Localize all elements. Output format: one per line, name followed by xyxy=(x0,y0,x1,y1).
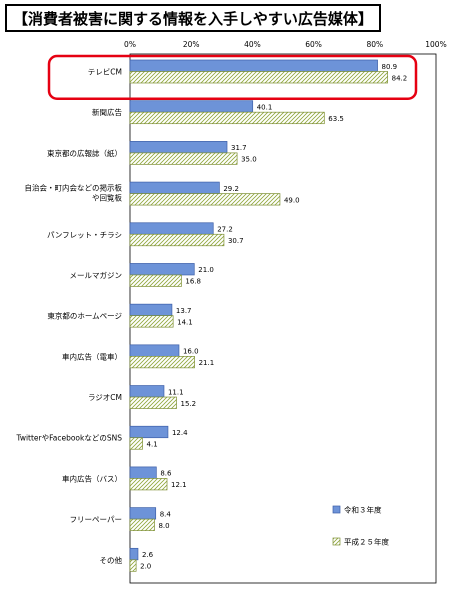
category-label: 東京都の広報誌（紙） xyxy=(47,148,122,158)
data-label: 14.1 xyxy=(177,318,193,326)
bar-series2 xyxy=(129,111,325,125)
bar-series2 xyxy=(129,355,195,369)
data-label: 12.1 xyxy=(171,481,187,489)
data-label: 31.7 xyxy=(231,144,247,152)
data-label: 30.7 xyxy=(228,237,244,245)
bar-series1 xyxy=(129,222,214,235)
plot-frame xyxy=(129,53,437,584)
category-label: メールマガジン xyxy=(70,270,123,280)
legend-label: 平成２５年度 xyxy=(344,537,389,547)
x-tick-label: 80% xyxy=(366,40,383,49)
data-label: 84.2 xyxy=(392,74,408,82)
legend-swatch xyxy=(332,505,341,514)
data-label: 11.1 xyxy=(168,388,184,396)
category-label: ラジオCM xyxy=(88,393,122,402)
bar-series1 xyxy=(129,303,173,317)
category-label: TwitterやFacebookなどのSNS xyxy=(15,434,122,443)
data-label: 16.8 xyxy=(185,278,201,286)
data-label: 16.0 xyxy=(183,348,199,356)
data-label: 49.0 xyxy=(284,196,300,204)
data-label: 21.1 xyxy=(199,359,215,367)
bar-series1 xyxy=(129,59,378,72)
x-tick-label: 0% xyxy=(124,40,136,49)
chart-title: 【消費者被害に関する情報を入手しやすい広告媒体】 xyxy=(5,4,381,32)
data-label: 8.4 xyxy=(160,510,172,518)
data-label: 29.2 xyxy=(223,185,239,193)
bar-series1 xyxy=(129,425,169,439)
data-label: 80.9 xyxy=(382,63,398,71)
data-label: 4.1 xyxy=(147,440,158,448)
bar-series2 xyxy=(129,315,174,328)
data-label: 63.5 xyxy=(328,115,344,123)
data-label: 27.2 xyxy=(217,226,233,234)
category-label: 東京都のホームページ xyxy=(47,311,122,321)
data-label: 15.2 xyxy=(181,400,197,408)
category-label: 自治会・町内会などの掲示板や回覧板 xyxy=(25,183,123,203)
x-tick-label: 100% xyxy=(425,40,446,49)
bar-series2 xyxy=(129,478,168,491)
bar-series1 xyxy=(129,263,195,276)
bar-series1 xyxy=(129,547,139,561)
bar-series2 xyxy=(129,518,155,531)
bar-series1 xyxy=(129,507,157,520)
bar-series1 xyxy=(129,141,228,154)
bar-series2 xyxy=(129,71,389,84)
bar-series2 xyxy=(129,193,281,206)
x-tick-label: 40% xyxy=(244,40,261,49)
legend-label: 令和３年度 xyxy=(344,505,382,515)
category-label: 車内広告（バス） xyxy=(62,473,122,483)
data-label: 40.1 xyxy=(257,103,273,111)
bar-series2 xyxy=(129,396,177,409)
data-label: 35.0 xyxy=(241,156,257,164)
category-label: 新聞広告 xyxy=(92,107,122,117)
category-label: パンフレット・チラシ xyxy=(47,230,122,239)
category-label: テレビCM xyxy=(88,68,122,77)
data-label: 21.0 xyxy=(198,266,214,274)
bar-series1 xyxy=(129,466,157,479)
bar-series1 xyxy=(129,100,254,113)
bar-series2 xyxy=(129,437,143,450)
bar-series1 xyxy=(129,344,180,357)
bar-series2 xyxy=(129,559,137,572)
category-label: フリーペーパー xyxy=(70,515,122,524)
data-label: 12.4 xyxy=(172,429,188,437)
legend-swatch xyxy=(332,537,341,546)
bar-series1 xyxy=(129,385,165,398)
data-label: 2.6 xyxy=(142,551,154,559)
category-label: 車内広告（電車） xyxy=(62,351,122,361)
x-tick-label: 60% xyxy=(305,40,322,49)
highlight-box xyxy=(47,54,418,100)
data-label: 8.6 xyxy=(160,470,172,478)
data-label: 2.0 xyxy=(140,563,151,571)
data-label: 13.7 xyxy=(176,307,192,315)
bar-series1 xyxy=(129,181,220,194)
x-tick-label: 20% xyxy=(183,40,200,49)
bar-series2 xyxy=(129,152,238,165)
bar-series2 xyxy=(129,233,225,247)
bar-series2 xyxy=(129,274,182,287)
category-label: その他 xyxy=(100,555,123,565)
data-label: 8.0 xyxy=(158,522,169,530)
